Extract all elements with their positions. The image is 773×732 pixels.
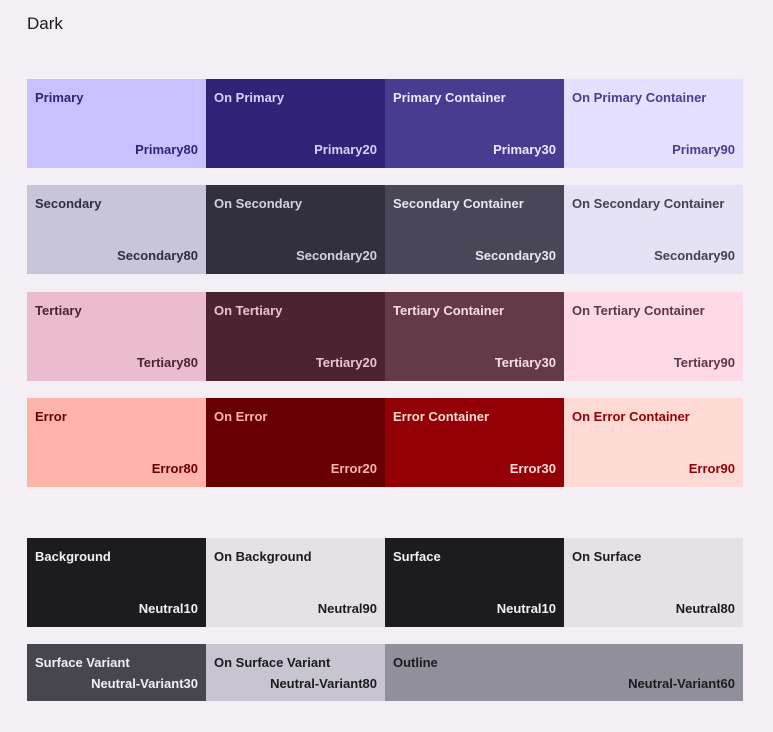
color-tone-label: Error90 [688, 461, 735, 476]
color-tone-label: Primary90 [672, 142, 735, 157]
color-tile-on-error: On Error Error20 [206, 398, 385, 487]
color-tone-label: Neutral10 [496, 601, 556, 616]
variant-row: Surface Variant Neutral-Variant30 On Surfa… [27, 644, 743, 701]
color-role-label: Secondary [35, 196, 102, 211]
color-tile-secondary: Secondary Secondary80 [27, 185, 206, 274]
color-tone-label: Primary20 [314, 142, 377, 157]
color-tone-label: Primary80 [135, 142, 198, 157]
color-role-label: On Tertiary [214, 303, 283, 318]
color-role-label: On Primary [214, 90, 285, 105]
color-tile-on-secondary: On Secondary Secondary20 [206, 185, 385, 274]
secondary-row: Secondary Secondary80 On Secondary Secondar… [27, 185, 743, 274]
color-role-label: On Secondary Container [572, 196, 725, 211]
color-tile-background: Background Neutral10 [27, 538, 206, 627]
color-tile-primary: Primary Primary80 [27, 79, 206, 168]
color-role-label: Surface [393, 549, 441, 564]
color-role-label: Tertiary Container [393, 303, 505, 318]
color-tone-label: Primary30 [493, 142, 556, 157]
color-tile-on-surface: On Surface Neutral80 [564, 538, 743, 627]
color-tone-label: Secondary20 [296, 248, 377, 263]
color-tile-surface-variant: Surface Variant Neutral-Variant30 [27, 644, 206, 701]
color-role-label: Secondary Container [393, 196, 524, 211]
color-tile-on-background: On Background Neutral90 [206, 538, 385, 627]
tertiary-row: Tertiary Tertiary80 On Tertiary Tertiary20 T… [27, 292, 743, 381]
color-tile-outline: Outline Neutral-Variant60 [385, 644, 743, 701]
color-role-label: Outline [393, 655, 438, 670]
color-role-label: Tertiary [35, 303, 82, 318]
color-tone-label: Neutral80 [675, 601, 735, 616]
color-tone-label: Neutral-Variant60 [628, 676, 735, 691]
color-tile-surface: Surface Neutral10 [385, 538, 564, 627]
color-tone-label: Secondary80 [117, 248, 198, 263]
color-tone-label: Secondary90 [654, 248, 735, 263]
color-role-label: On Surface [572, 549, 642, 564]
color-role-label: On Tertiary Container [572, 303, 705, 318]
color-role-label: Error [35, 409, 67, 424]
color-role-label: On Primary Container [572, 90, 707, 105]
color-role-label: Surface Variant [35, 655, 130, 670]
color-tile-error: Error Error80 [27, 398, 206, 487]
color-tile-primary-container: Primary Container Primary30 [385, 79, 564, 168]
color-role-label: On Secondary [214, 196, 303, 211]
color-tile-tertiary: Tertiary Tertiary80 [27, 292, 206, 381]
color-tile-on-secondary-container: On Secondary Container Secondary90 [564, 185, 743, 274]
color-tone-label: Tertiary90 [673, 355, 735, 370]
color-tone-label: Secondary30 [475, 248, 556, 263]
color-tile-on-primary: On Primary Primary20 [206, 79, 385, 168]
color-role-label: On Background [214, 549, 312, 564]
color-tone-label: Neutral10 [138, 601, 198, 616]
primary-row: Primary Primary80 On Primary Primary20 Prima… [27, 79, 743, 168]
color-role-label: Background [35, 549, 111, 564]
error-row: Error Error80 On Error Error20 Error Contain… [27, 398, 743, 487]
color-tone-label: Error30 [509, 461, 556, 476]
color-tone-label: Neutral-Variant30 [91, 676, 198, 691]
color-role-label: On Surface Variant [214, 655, 331, 670]
color-tone-label: Tertiary80 [136, 355, 198, 370]
color-role-label: On Error Container [572, 409, 690, 424]
color-tone-label: Neutral90 [317, 601, 377, 616]
color-tone-label: Tertiary30 [494, 355, 556, 370]
color-tile-on-error-container: On Error Container Error90 [564, 398, 743, 487]
color-tile-on-tertiary: On Tertiary Tertiary20 [206, 292, 385, 381]
color-tile-on-primary-container: On Primary Container Primary90 [564, 79, 743, 168]
color-tone-label: Error80 [151, 461, 198, 476]
color-role-label: Error Container [393, 409, 490, 424]
color-tile-error-container: Error Container Error30 [385, 398, 564, 487]
neutral-row: Background Neutral10 On Background Neutral9… [27, 538, 743, 627]
color-tile-on-tertiary-container: On Tertiary Container Tertiary90 [564, 292, 743, 381]
color-tone-label: Tertiary20 [315, 355, 377, 370]
color-tile-tertiary-container: Tertiary Container Tertiary30 [385, 292, 564, 381]
color-role-label: On Error [214, 409, 268, 424]
color-role-label: Primary [35, 90, 84, 105]
color-tone-label: Error20 [330, 461, 377, 476]
color-tone-label: Neutral-Variant80 [270, 676, 377, 691]
color-tile-secondary-container: Secondary Container Secondary30 [385, 185, 564, 274]
color-tile-on-surface-variant: On Surface Variant Neutral-Variant80 [206, 644, 385, 701]
page-title: Dark [27, 14, 63, 33]
color-role-label: Primary Container [393, 90, 506, 105]
